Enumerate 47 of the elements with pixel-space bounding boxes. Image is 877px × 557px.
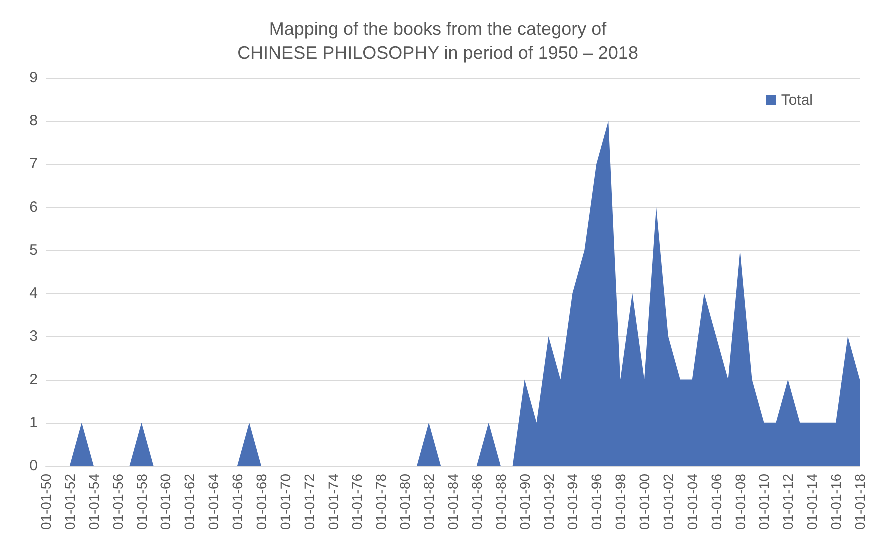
y-tick-label: 5 (30, 242, 38, 259)
x-tick-label: 01-01-12 (780, 474, 796, 530)
x-tick-label: 01-01-64 (206, 474, 222, 530)
x-tick-label: 01-01-72 (301, 474, 318, 530)
x-tick-label: 01-01-52 (62, 474, 78, 530)
x-tick-label: 01-01-62 (182, 474, 198, 530)
x-tick-label: 01-01-14 (804, 474, 820, 530)
x-tick-label: 01-01-86 (468, 474, 485, 530)
x-tick-label: 01-01-66 (230, 474, 246, 530)
chart-title: Mapping of the books from the category of CHINESE PHILOSOPHY in period of 1950 – 2018 (238, 19, 638, 63)
x-tick-label: 01-01-06 (708, 474, 724, 530)
legend-label: Total (781, 92, 814, 109)
y-tick-label: 0 (30, 458, 38, 474)
x-tick-label: 01-01-96 (588, 474, 605, 530)
x-tick-label: 01-01-78 (373, 474, 390, 530)
x-tick-label: 01-01-04 (684, 474, 700, 530)
x-tick-label: 01-01-60 (158, 474, 174, 530)
y-tick-label: 8 (30, 112, 38, 130)
x-tick-label: 01-01-82 (421, 474, 438, 530)
x-tick-label: 01-01-88 (492, 474, 509, 530)
x-tick-label: 01-01-68 (253, 474, 270, 530)
x-tick-label: 01-01-50 (38, 474, 54, 530)
y-tick-label: 4 (30, 285, 38, 302)
y-tick-label: 9 (30, 70, 38, 86)
y-tick-label: 6 (30, 198, 38, 216)
x-tick-label: 01-01-56 (110, 474, 126, 530)
x-tick-label: 01-01-10 (756, 474, 772, 530)
x-tick-label: 01-01-18 (852, 474, 868, 530)
x-tick-label: 01-01-76 (349, 474, 366, 530)
y-tick-label: 7 (30, 156, 38, 173)
x-tick-label: 01-01-00 (636, 474, 653, 530)
x-tick-label: 01-01-08 (732, 474, 748, 530)
x-tick-label: 01-01-98 (612, 474, 629, 530)
x-tick-label: 01-01-54 (86, 474, 102, 530)
y-tick-label: 1 (30, 414, 38, 432)
y-tick-label: 3 (30, 328, 38, 346)
x-tick-label: 01-01-58 (134, 474, 150, 530)
x-tick-label: 01-01-16 (828, 474, 844, 530)
x-tick-label: 01-01-92 (540, 474, 557, 530)
x-tick-label: 01-01-74 (325, 474, 342, 530)
x-tick-label: 01-01-90 (516, 474, 533, 530)
x-tick-label: 01-01-94 (564, 474, 581, 530)
x-tick-label: 01-01-02 (660, 474, 676, 530)
x-tick-label: 01-01-70 (277, 474, 294, 530)
x-tick-label: 01-01-80 (397, 474, 414, 530)
y-tick-label: 2 (30, 371, 38, 388)
x-tick-label: 01-01-84 (445, 474, 461, 530)
